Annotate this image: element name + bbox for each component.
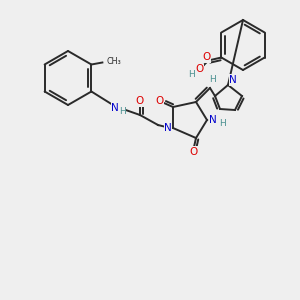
- Text: H: H: [210, 76, 216, 85]
- Text: H: H: [219, 119, 225, 128]
- Text: N: N: [111, 103, 119, 113]
- Text: N: N: [209, 115, 217, 125]
- Text: CH₃: CH₃: [106, 57, 121, 66]
- Text: H: H: [188, 70, 195, 79]
- Text: O: O: [195, 64, 203, 74]
- Text: O: O: [155, 96, 163, 106]
- Text: N: N: [229, 75, 237, 85]
- Text: H: H: [118, 106, 125, 116]
- Text: N: N: [164, 123, 172, 133]
- Text: O: O: [202, 52, 211, 62]
- Text: O: O: [136, 96, 144, 106]
- Text: O: O: [190, 147, 198, 157]
